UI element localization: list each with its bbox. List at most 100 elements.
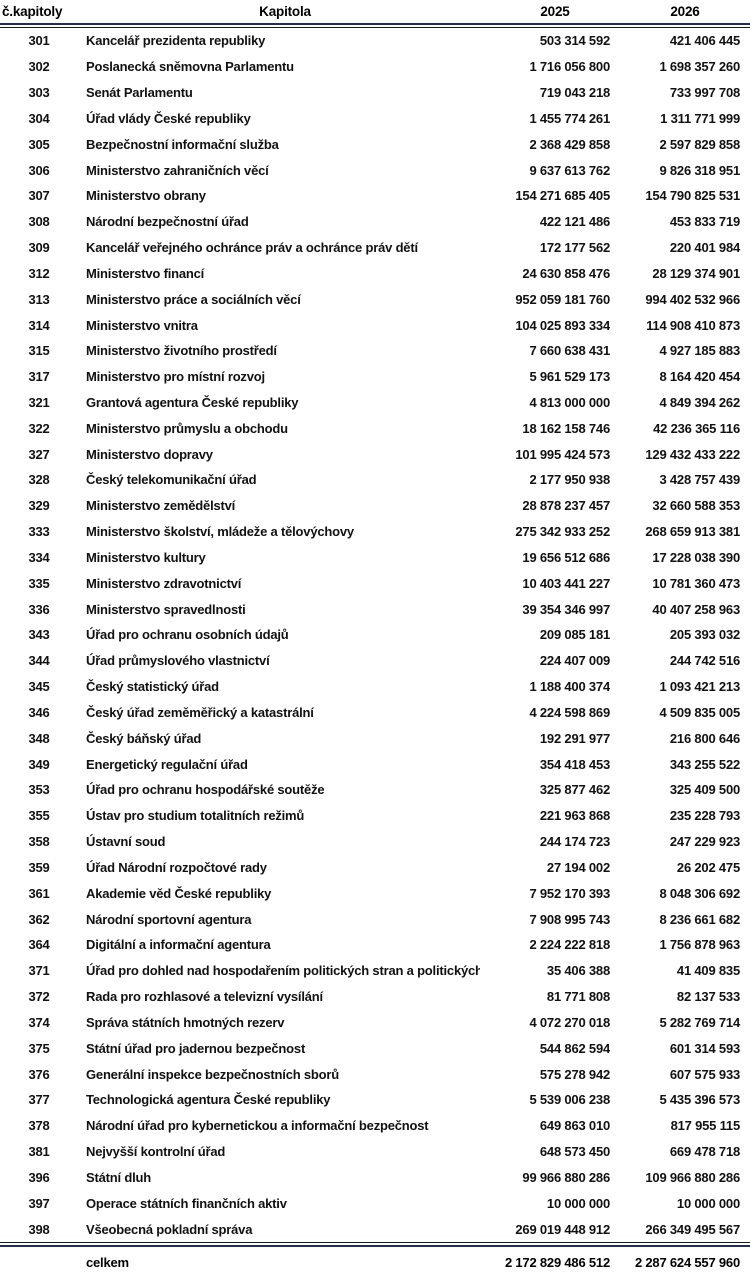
- chapter-name: Úřad pro ochranu hospodářské soutěže: [86, 782, 325, 798]
- value-2026: 733 997 708: [669, 85, 740, 101]
- chapter-number: 322: [28, 420, 50, 436]
- chapter-number: 329: [28, 498, 50, 514]
- value-2025: 544 862 594: [539, 1040, 610, 1056]
- table-row: 308 Národní bezpečnostní úřad 422 121 486 4…: [0, 209, 750, 235]
- header-divider-thin: [0, 27, 750, 28]
- chapter-name: Úřad pro dohled nad hospodařením politic…: [86, 963, 480, 979]
- value-2025: 5 539 006 238: [529, 1092, 610, 1108]
- chapter-name: Ústavní soud: [86, 834, 166, 850]
- value-2025: 952 059 181 760: [515, 291, 610, 307]
- chapter-number: 397: [28, 1195, 50, 1211]
- value-2026: 129 432 433 222: [645, 446, 740, 462]
- value-2026: 220 401 984: [669, 240, 740, 256]
- value-2026: 453 833 719: [669, 214, 740, 230]
- chapter-name: Generální inspekce bezpečnostních sborů: [86, 1066, 339, 1082]
- chapter-name: Státní úřad pro jadernou bezpečnost: [86, 1040, 306, 1056]
- value-2025: 325 877 462: [539, 782, 610, 798]
- chapter-name: Ministerstvo průmyslu a obchodu: [86, 420, 288, 436]
- value-2025: 7 908 995 743: [529, 911, 610, 927]
- chapter-name: Technologická agentura České republiky: [86, 1092, 331, 1108]
- chapter-number: 353: [28, 782, 50, 798]
- table-row: 364 Digitální a informační agentura 2 224 …: [0, 932, 750, 958]
- chapter-name: Ministerstvo financí: [86, 265, 205, 281]
- table-row: 344 Úřad průmyslového vlastnictví 224 407 …: [0, 648, 750, 674]
- chapter-name: Grantová agentura České republiky: [86, 395, 299, 410]
- value-2025: 224 407 009: [539, 653, 610, 669]
- value-2026: 154 790 825 531: [645, 188, 740, 204]
- value-2026: 2 597 829 858: [659, 136, 740, 152]
- chapter-name: Ministerstvo pro místní rozvoj: [86, 369, 265, 385]
- chapter-name: Rada pro rozhlasové a televizní vysílání: [86, 989, 323, 1005]
- table-row: 343 Úřad pro ochranu osobních údajů 209 08…: [0, 622, 750, 648]
- value-2026: 41 409 835: [676, 963, 740, 979]
- chapter-number: 349: [28, 756, 50, 772]
- value-2026: 17 228 038 390: [652, 549, 740, 565]
- value-2026: 32 660 588 353: [652, 498, 740, 514]
- chapter-number: 334: [28, 549, 50, 565]
- value-2025: 2 368 429 858: [529, 136, 610, 152]
- chapter-name: Senát Parlamentu: [86, 85, 193, 101]
- chapter-name: Úřad Národní rozpočtové rady: [86, 859, 267, 875]
- value-2026: 8 164 420 454: [659, 369, 740, 385]
- table-row: 303 Senát Parlamentu 719 043 218 733 997 70…: [0, 80, 750, 106]
- total-row: celkem 2 172 829 486 512 2 287 624 557 9…: [0, 1247, 750, 1278]
- table-row: 377 Technologická agentura České republik…: [0, 1087, 750, 1113]
- value-2026: 40 407 258 963: [652, 601, 740, 617]
- table-row: 315 Ministerstvo životního prostředí 7 660…: [0, 338, 750, 364]
- value-2025: 503 314 592: [539, 33, 610, 49]
- table-row: 336 Ministerstvo spravedlnosti 39 354 346 …: [0, 596, 750, 622]
- chapter-number: 344: [28, 653, 50, 669]
- chapter-number: 372: [28, 989, 50, 1005]
- value-2026: 42 236 365 116: [653, 420, 740, 436]
- value-2026: 28 129 374 901: [652, 265, 740, 281]
- value-2025: 221 963 868: [539, 808, 610, 824]
- value-2025: 172 177 562: [539, 240, 610, 256]
- value-2025: 27 194 002: [546, 859, 610, 875]
- table-row: 302 Poslanecká sněmovna Parlamentu 1 716 0…: [0, 54, 750, 80]
- table-row: 335 Ministerstvo zdravotnictví 10 403 441 …: [0, 570, 750, 596]
- value-2025: 28 878 237 457: [522, 498, 610, 514]
- value-2025: 99 966 880 286: [522, 1169, 610, 1185]
- chapter-number: 398: [28, 1221, 50, 1237]
- value-2026: 669 478 718: [669, 1144, 740, 1160]
- chapter-number: 381: [28, 1144, 50, 1160]
- chapter-name: Bezpečnostní informační služba: [86, 136, 279, 152]
- table-row: 309 Kancelář veřejného ochránce práv a oc…: [0, 235, 750, 261]
- value-2025: 24 630 858 476: [522, 265, 610, 281]
- chapter-name: Akademie věd České republiky: [86, 885, 272, 901]
- table-row: 305 Bezpečnostní informační služba 2 368 4…: [0, 131, 750, 157]
- value-2026: 421 406 445: [669, 33, 740, 49]
- chapter-number: 355: [28, 808, 50, 824]
- chapter-name: Národní bezpečnostní úřad: [86, 214, 249, 230]
- chapter-name: Ministerstvo školství, mládeže a tělovýc…: [86, 524, 354, 540]
- value-2026: 4 509 835 005: [659, 704, 740, 720]
- chapter-name: Ministerstvo kultury: [86, 549, 206, 565]
- value-2025: 1 188 400 374: [529, 679, 610, 695]
- chapter-number: 336: [28, 601, 50, 617]
- chapter-name: Národní sportovní agentura: [86, 911, 252, 927]
- table-row: 397 Operace státních finančních aktiv 10 0…: [0, 1190, 750, 1216]
- chapter-name: Úřad vlády České republiky: [86, 110, 251, 126]
- table-row: 396 Státní dluh 99 966 880 286 109 966 880 …: [0, 1164, 750, 1190]
- value-2026: 4 927 185 883: [659, 343, 740, 359]
- chapter-number: 359: [28, 859, 50, 875]
- value-2026: 1 093 421 213: [659, 679, 740, 695]
- table-row: 328 Český telekomunikační úřad 2 177 950 9…: [0, 467, 750, 493]
- chapter-name: Nejvyšší kontrolní úřad: [86, 1144, 226, 1160]
- total-value-2025: 2 172 829 486 512: [504, 1255, 610, 1271]
- value-2026: 1 698 357 260: [659, 59, 740, 75]
- chapter-name: Ministerstvo vnitra: [86, 317, 198, 333]
- chapter-number: 306: [28, 162, 50, 178]
- value-2025: 648 573 450: [539, 1144, 610, 1160]
- chapter-name: Ministerstvo životního prostředí: [86, 343, 277, 359]
- value-2026: 5 435 396 573: [659, 1092, 740, 1108]
- header-divider-thick: [0, 23, 750, 25]
- chapter-number: 307: [28, 188, 50, 204]
- value-2026: 268 659 913 381: [645, 524, 740, 540]
- chapter-name: Poslanecká sněmovna Parlamentu: [86, 59, 294, 75]
- value-2025: 2 177 950 938: [529, 472, 610, 488]
- table-row: 314 Ministerstvo vnitra 104 025 893 334 114…: [0, 312, 750, 338]
- value-2026: 9 826 318 951: [659, 162, 740, 178]
- chapter-number: 315: [28, 343, 50, 359]
